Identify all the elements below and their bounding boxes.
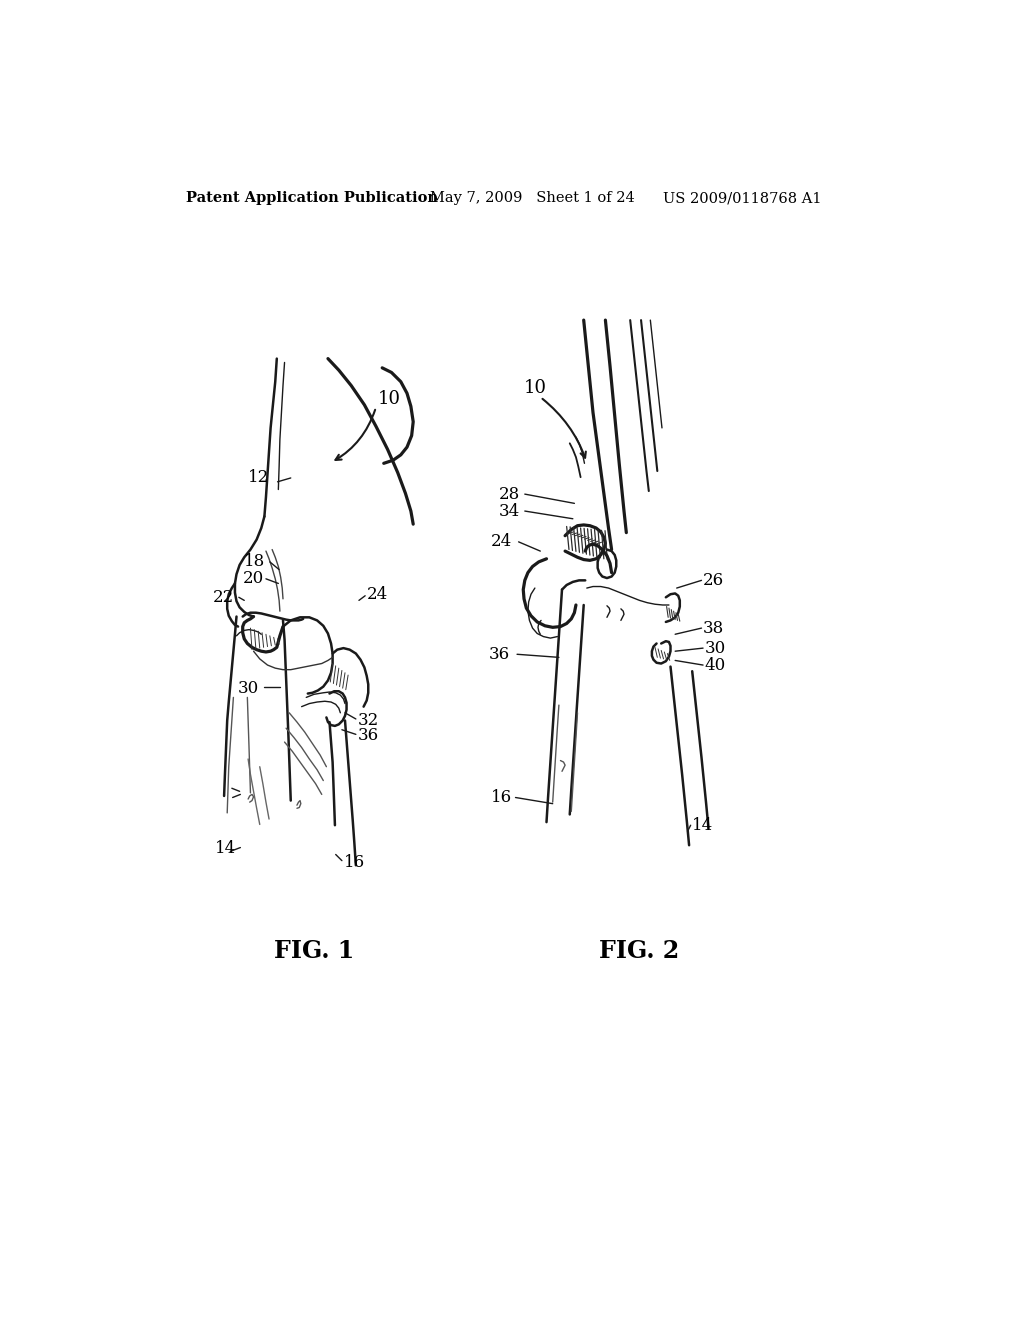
Text: 14: 14 (215, 840, 237, 857)
Text: 34: 34 (499, 503, 520, 520)
Text: 32: 32 (357, 711, 379, 729)
Text: FIG. 2: FIG. 2 (599, 940, 680, 964)
Text: 16: 16 (343, 854, 365, 871)
Text: 24: 24 (490, 533, 512, 550)
Text: 18: 18 (245, 553, 265, 570)
Text: FIG. 1: FIG. 1 (273, 940, 354, 964)
Text: 26: 26 (703, 572, 724, 589)
Text: 10: 10 (378, 389, 400, 408)
Text: 30: 30 (705, 640, 726, 656)
Text: 20: 20 (243, 570, 264, 587)
Text: 16: 16 (490, 789, 512, 807)
Text: 36: 36 (489, 645, 510, 663)
Text: 36: 36 (357, 726, 379, 743)
Text: 10: 10 (523, 379, 546, 397)
Text: 38: 38 (703, 619, 724, 636)
Text: May 7, 2009   Sheet 1 of 24: May 7, 2009 Sheet 1 of 24 (430, 191, 635, 206)
Text: Patent Application Publication: Patent Application Publication (186, 191, 438, 206)
Text: 12: 12 (248, 470, 269, 487)
Text: 24: 24 (367, 586, 388, 603)
Text: US 2009/0118768 A1: US 2009/0118768 A1 (663, 191, 821, 206)
Text: 40: 40 (705, 656, 726, 673)
Text: 28: 28 (499, 486, 520, 503)
Text: 30: 30 (238, 680, 259, 697)
Text: 14: 14 (692, 817, 714, 834)
Text: 22: 22 (213, 589, 234, 606)
